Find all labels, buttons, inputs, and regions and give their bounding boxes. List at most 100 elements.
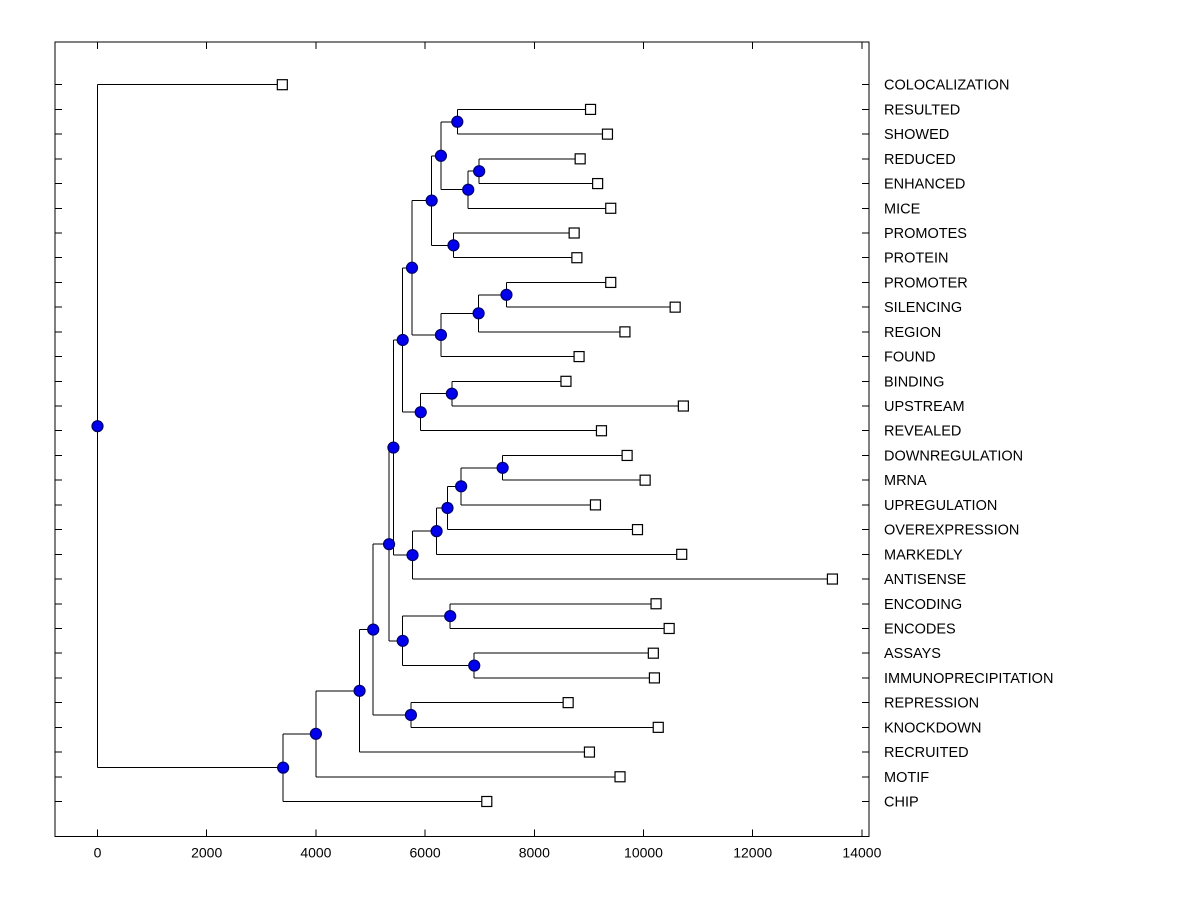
cluster-node-marker <box>434 328 448 342</box>
cluster-node-marker <box>404 708 418 722</box>
cluster-node-marker <box>396 634 409 647</box>
leaf-label: KNOCKDOWN <box>884 720 981 736</box>
cluster-node-marker <box>406 548 419 562</box>
leaf-marker-square <box>652 721 664 733</box>
leaf-label: CHIP <box>884 794 919 810</box>
cluster-node-marker <box>455 480 468 493</box>
cluster-node-marker <box>430 525 443 538</box>
leaf-label: RESULTED <box>884 102 960 118</box>
cluster-node-marker <box>414 406 427 419</box>
leaf-marker-square <box>605 276 617 289</box>
leaf-label: MRNA <box>884 473 927 489</box>
leaf-label: FOUND <box>884 350 936 366</box>
leaf-label: DOWNREGULATION <box>884 448 1023 464</box>
leaf-marker-square <box>605 202 617 214</box>
leaf-marker-square <box>676 548 688 560</box>
leaf-label: PROMOTES <box>884 226 967 242</box>
x-axis-tick-label: 12000 <box>733 845 772 861</box>
leaf-marker-square <box>574 153 586 165</box>
cluster-node-marker <box>445 387 458 400</box>
leaf-marker-square <box>573 350 585 363</box>
plot-box <box>54 41 870 837</box>
cluster-node-marker <box>396 333 409 347</box>
cluster-node-marker <box>367 623 380 636</box>
leaf-label: UPSTREAM <box>884 399 965 415</box>
x-axis-tick-label: 4000 <box>300 845 331 861</box>
leaf-marker-square <box>601 128 614 140</box>
leaf-label: MOTIF <box>884 770 929 786</box>
cluster-node-marker <box>382 538 396 551</box>
leaf-marker-square <box>639 474 651 486</box>
cluster-node-marker <box>473 165 486 178</box>
cluster-node-marker <box>434 149 448 162</box>
cluster-node-marker <box>468 659 481 672</box>
cluster-node-marker <box>441 501 454 515</box>
leaf-label: SILENCING <box>884 300 962 316</box>
leaf-marker-square <box>663 622 675 635</box>
leaf-marker-square <box>560 375 572 387</box>
leaf-marker-square <box>621 449 633 462</box>
cluster-node-marker <box>91 420 104 433</box>
leaf-marker-square <box>826 573 839 585</box>
leaf-label: IMMUNOPRECIPITATION <box>884 671 1053 687</box>
leaf-label: ASSAYS <box>884 646 941 662</box>
cluster-node-marker <box>444 610 457 623</box>
leaf-marker-square <box>614 771 626 783</box>
leaf-marker-square <box>631 524 644 536</box>
leaf-label: UPREGULATION <box>884 498 997 514</box>
cluster-node-marker <box>447 239 460 252</box>
leaf-label: SHOWED <box>884 127 949 143</box>
leaf-marker-square <box>571 252 583 264</box>
leaf-label: REDUCED <box>884 152 956 168</box>
leaf-marker-square <box>592 177 604 190</box>
leaf-marker-square <box>647 647 659 659</box>
leaf-label: ENHANCED <box>884 177 965 193</box>
x-axis-tick-label: 6000 <box>410 845 441 861</box>
cluster-node-marker <box>277 761 290 774</box>
leaf-label: PROMOTER <box>884 275 968 291</box>
leaf-marker-square <box>648 672 661 684</box>
cluster-node-marker <box>405 261 419 274</box>
leaf-marker-square <box>568 227 580 239</box>
cluster-node-marker <box>425 194 438 207</box>
cluster-node-marker <box>496 461 509 474</box>
leaf-marker-square <box>276 79 288 91</box>
x-axis-tick-label: 2000 <box>191 845 222 861</box>
leaf-label: MARKEDLY <box>884 547 963 563</box>
x-axis-tick-label: 0 <box>94 845 102 861</box>
cluster-node-marker <box>309 727 322 740</box>
x-axis-tick-label: 8000 <box>519 845 550 861</box>
leaf-marker-square <box>669 301 681 313</box>
leaf-label: RECRUITED <box>884 745 969 761</box>
leaf-marker-square <box>619 326 631 338</box>
leaf-marker-square <box>589 499 602 511</box>
leaf-marker-square <box>562 697 574 709</box>
leaf-label: ANTISENSE <box>884 572 967 588</box>
cluster-node-marker <box>472 307 485 320</box>
cluster-node-marker <box>353 684 366 697</box>
leaf-marker-square <box>481 795 493 808</box>
leaf-marker-square <box>595 425 608 437</box>
leaf-label: REGION <box>884 325 941 341</box>
leaf-label: MICE <box>884 201 921 217</box>
leaf-label: PROTEIN <box>884 251 948 267</box>
leaf-label: REPRESSION <box>884 696 979 712</box>
leaf-marker-square <box>584 103 597 116</box>
cluster-node-marker <box>500 288 513 301</box>
x-axis-tick-label: 14000 <box>842 845 881 861</box>
leaf-label: BINDING <box>884 374 944 390</box>
leaf-label: COLOCALIZATION <box>884 78 1009 94</box>
leaf-label: REVEALED <box>884 424 961 440</box>
leaf-marker-square <box>677 400 689 412</box>
leaf-label: OVEREXPRESSION <box>884 523 1019 539</box>
leaf-marker-square <box>650 598 662 610</box>
leaf-marker-square <box>583 746 596 758</box>
leaf-label: ENCODING <box>884 597 962 613</box>
leaf-label: ENCODES <box>884 621 956 637</box>
cluster-node-marker <box>387 441 400 454</box>
cluster-node-marker <box>462 183 475 196</box>
cluster-node-marker <box>451 115 464 128</box>
x-axis-tick-label: 10000 <box>624 845 663 861</box>
